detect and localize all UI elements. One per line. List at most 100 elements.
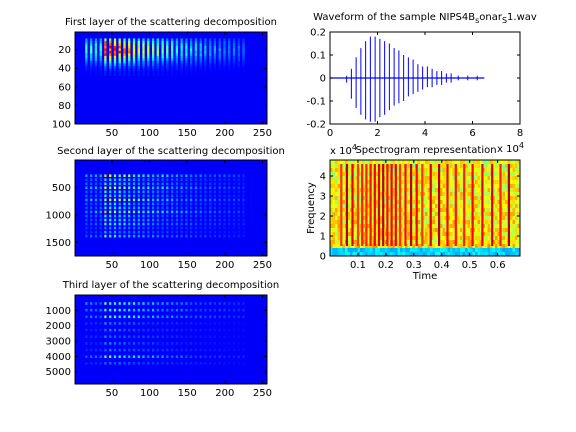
heatmap-cell [237,342,240,345]
heatmap-cell [90,70,93,76]
spectrogram-cell [440,188,443,193]
spectrogram-cell [385,248,388,253]
spectrogram-cell [422,176,426,181]
heatmap-cell [109,355,112,358]
first-layer-heatmap [75,32,267,124]
heatmap-cell [237,308,240,312]
spectrogram-cell [450,192,453,197]
spectrogram-cell [517,240,521,245]
heatmap-cell [237,186,240,190]
heatmap-cell [223,355,226,358]
spectrogram-cell [517,224,521,229]
heatmap-cell [242,226,245,230]
spectrogram-cell [440,184,443,189]
spectrogram-cell [490,248,493,253]
spectrogram-cell [495,240,498,245]
spectrogram-cell [475,200,478,205]
heatmap-cell [237,226,240,230]
spectrogram-cell [492,208,496,213]
heatmap-cell [194,186,197,190]
heatmap-cell [166,335,169,338]
spectrogram-cell [472,208,476,213]
spectrogram-cell [430,252,433,257]
spectrogram-cell [470,168,473,173]
spectrogram-cell [440,224,443,229]
spectrogram-cell [380,160,383,165]
heatmap-cell [180,348,183,352]
heatmap-cell [228,206,231,210]
spectrogram-cell [467,232,471,237]
heatmap-cell [199,335,202,338]
spectrogram-cell [510,244,513,249]
heatmap-cell [90,348,93,352]
heatmap-cell [161,335,164,338]
heatmap-cell [204,315,207,319]
heatmap-cell [194,355,197,358]
spectrogram-cell [347,212,351,217]
spectrogram-cell [407,228,411,233]
heatmap-cell [242,186,245,190]
spectrogram-cell [392,220,396,225]
spectrogram-cell [450,180,453,185]
heatmap-cell [142,190,145,194]
heatmap-cell [204,308,207,312]
spectrogram-cell [392,204,396,209]
heatmap-cell [152,226,155,230]
waveform-title: Waveform of the sample NIPS4BsonarS1.wav [313,12,537,25]
heatmap-cell [142,206,145,210]
spectrogram-cell [510,192,513,197]
heatmap-cell [180,186,183,190]
third-layer-heatmap [75,295,267,384]
spectrogram-cell [347,172,351,177]
spectrogram-cell [355,196,358,201]
spectrogram-cell [450,196,453,201]
spectrogram-cell [415,252,418,257]
heatmap-cell [113,182,117,186]
spectrogram-cell [332,228,336,233]
spectrogram-cell [420,160,423,165]
spectrogram-cell [457,188,461,193]
spectrogram-cell [412,224,416,229]
spectrogram-cell [437,248,441,253]
heatmap-cell [113,218,117,222]
spectrogram-cell [502,188,506,193]
spectrogram-cell [367,168,371,173]
spectrogram-cell [510,168,513,173]
spectrogram-cell [357,248,361,253]
spectrogram-cell [465,244,468,249]
spectrogram-cell [470,208,473,213]
spectrogram-click [373,164,376,246]
heatmap-cell [199,328,202,332]
heatmap-cell [147,174,150,177]
heatmap-cell [104,335,107,338]
spectrogram-cell [387,208,391,213]
heatmap-cell [171,335,174,338]
heatmap-cell [156,214,159,218]
spectrogram-cell [472,160,476,165]
heatmap-cell [237,198,240,202]
heatmap-cell [94,198,97,202]
spectrogram-cell [387,176,391,181]
heatmap-cell [85,182,88,186]
spectrogram-cell [447,216,451,221]
spectrogram-cell [495,160,498,165]
heatmap-cell [156,206,159,210]
spectrogram-cell [392,248,396,253]
heatmap-cell [190,70,193,76]
heatmap-cell [242,222,245,226]
spectrogram-cell [465,220,468,225]
heatmap-cell [166,198,169,202]
spectrogram-cell [402,220,406,225]
heatmap-cell [209,70,212,76]
heatmap-cell [156,194,159,198]
waveform-title-mid: onar [479,12,503,23]
spectrogram-cell [482,172,486,177]
spectrogram-click [361,164,364,246]
heatmap-cell [242,348,245,352]
spectrogram-cell [330,176,333,181]
spectrogram-cell [400,208,403,213]
spectrogram-cell [475,252,478,257]
spectrogram-cell [432,208,436,213]
spectrogram-cell [442,200,446,205]
spectrogram-cell [362,224,366,229]
